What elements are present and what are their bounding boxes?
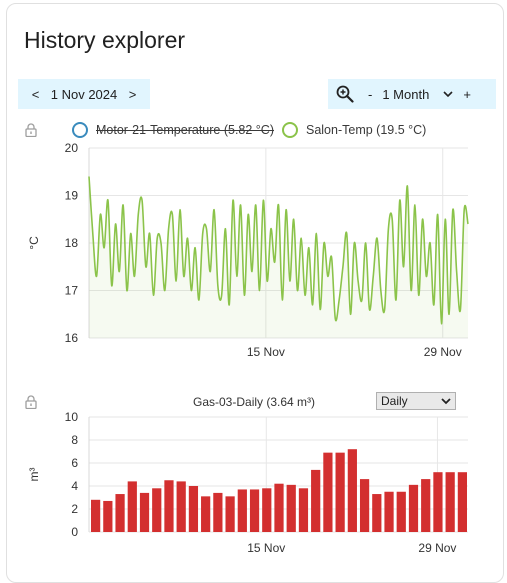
gas-bar bbox=[249, 489, 260, 532]
salon-temp-area bbox=[89, 176, 468, 338]
legend-label: Motor-21-Temperature (5.82 °C) bbox=[96, 123, 274, 137]
gas-bar bbox=[445, 472, 455, 532]
y-axis-label: °C bbox=[27, 236, 41, 250]
legend-circle-icon bbox=[72, 122, 88, 138]
legend-circle-icon bbox=[281, 122, 298, 138]
y-tick-label: 0 bbox=[71, 525, 78, 539]
temperature-chart[interactable]: 20 19 18 17 16 15 Nov 29 Nov °C bbox=[0, 140, 507, 370]
y-tick-label: 16 bbox=[65, 331, 79, 345]
gas-bar bbox=[115, 494, 125, 532]
range-select[interactable]: 1 Month bbox=[382, 86, 430, 102]
gas-bar bbox=[127, 481, 137, 532]
y-tick-label: 4 bbox=[71, 479, 78, 493]
x-tick-label: 15 Nov bbox=[247, 541, 285, 555]
prev-button[interactable]: < bbox=[31, 86, 40, 102]
x-tick-label: 29 Nov bbox=[424, 345, 462, 359]
gas-bar bbox=[152, 488, 162, 532]
range-control: - 1 Month + bbox=[328, 79, 496, 109]
gas-bar bbox=[188, 486, 199, 532]
gas-bar bbox=[91, 499, 101, 532]
y-tick-label: 17 bbox=[65, 284, 79, 298]
legend-item-salon[interactable]: Salon-Temp (19.5 °C) bbox=[281, 122, 427, 138]
legend-label: Salon-Temp (19.5 °C) bbox=[305, 123, 427, 137]
temp-legend: Motor-21-Temperature (5.82 °C) Salon-Tem… bbox=[72, 122, 434, 138]
y-axis-label: m³ bbox=[27, 468, 41, 482]
x-tick-label: 29 Nov bbox=[418, 541, 456, 555]
chevron-down-icon bbox=[441, 398, 451, 405]
gas-bar bbox=[372, 494, 382, 532]
gas-bar bbox=[103, 500, 113, 532]
gas-bar bbox=[262, 488, 272, 532]
gas-bar bbox=[384, 491, 394, 532]
gas-bar bbox=[433, 472, 443, 532]
gas-bar bbox=[457, 472, 467, 532]
gas-bar bbox=[274, 483, 284, 532]
y-tick-label: 2 bbox=[71, 502, 78, 516]
lock-icon[interactable] bbox=[25, 395, 37, 410]
gas-bar bbox=[298, 488, 309, 532]
y-tick-label: 10 bbox=[65, 410, 79, 424]
y-tick-label: 18 bbox=[65, 236, 79, 250]
gas-bar bbox=[421, 479, 431, 532]
gas-chart[interactable]: 10 8 6 4 2 0 15 Nov 29 Nov m³ bbox=[0, 404, 507, 564]
legend-item-motor[interactable]: Motor-21-Temperature (5.82 °C) bbox=[72, 122, 274, 138]
gas-bar bbox=[311, 469, 321, 532]
card-title: History explorer bbox=[24, 27, 186, 53]
gas-bar bbox=[201, 496, 211, 532]
gas-bar bbox=[237, 489, 247, 532]
x-tick-label: 15 Nov bbox=[247, 345, 285, 359]
zoom-out-button[interactable]: - bbox=[368, 86, 373, 102]
gas-bar bbox=[286, 484, 296, 532]
zoom-icon[interactable] bbox=[336, 85, 354, 103]
lock-icon[interactable] bbox=[25, 123, 37, 138]
period-select-value: Daily bbox=[381, 394, 408, 408]
gas-bar bbox=[176, 481, 186, 532]
chevron-down-icon[interactable] bbox=[443, 90, 453, 98]
gas-bar bbox=[323, 452, 333, 532]
current-date[interactable]: 1 Nov 2024 bbox=[50, 86, 118, 102]
gas-bar bbox=[396, 491, 406, 532]
gas-chart-title: Gas-03-Daily (3.64 m³) bbox=[193, 395, 316, 409]
gas-bar bbox=[347, 449, 357, 532]
salon-temp-line bbox=[88, 176, 469, 325]
gas-bar bbox=[359, 479, 370, 532]
zoom-in-button[interactable]: + bbox=[463, 86, 471, 102]
gas-bar bbox=[139, 492, 150, 532]
gas-bar bbox=[225, 496, 235, 532]
next-button[interactable]: > bbox=[128, 86, 137, 102]
gas-bar bbox=[213, 492, 223, 532]
gas-bar bbox=[408, 484, 419, 532]
y-tick-label: 8 bbox=[71, 433, 78, 447]
period-select[interactable]: Daily bbox=[376, 392, 456, 410]
gas-bar bbox=[164, 480, 174, 532]
y-tick-label: 20 bbox=[65, 141, 79, 155]
y-tick-label: 19 bbox=[65, 189, 79, 203]
y-tick-label: 6 bbox=[71, 456, 78, 470]
gas-bar bbox=[335, 452, 345, 532]
date-navigator: < 1 Nov 2024 > bbox=[18, 79, 150, 109]
